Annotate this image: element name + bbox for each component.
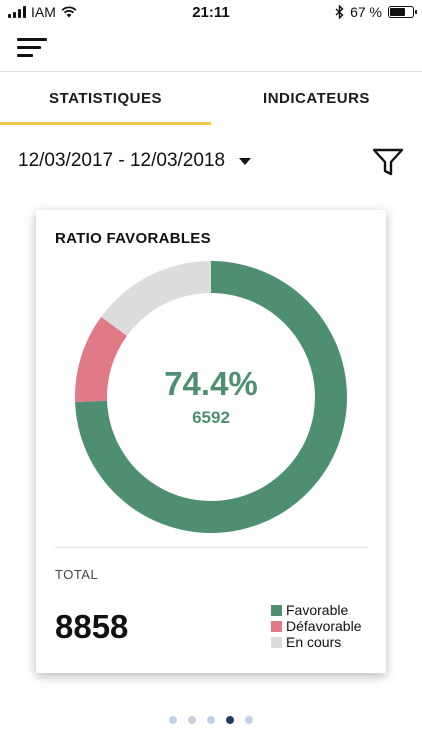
card-divider [55, 547, 368, 548]
date-filter-row: 12/03/2017 - 12/03/2018 [18, 147, 408, 177]
donut-chart [75, 261, 347, 533]
wifi-icon [61, 6, 77, 18]
tab-statistiques[interactable]: STATISTIQUES [0, 73, 211, 125]
status-bar: IAM 21:11 67 % [0, 0, 422, 24]
page-dot[interactable] [207, 716, 215, 724]
tab-indicateurs[interactable]: INDICATEURS [263, 90, 370, 107]
battery-level-fill [390, 8, 405, 16]
tab-bar: STATISTIQUES INDICATEURS [0, 73, 422, 125]
menu-icon[interactable] [17, 36, 49, 58]
legend-label: En cours [286, 634, 342, 650]
bluetooth-icon [335, 5, 344, 19]
signal-icon [8, 6, 26, 18]
clock: 21:11 [192, 4, 230, 21]
carrier-name: IAM [31, 4, 56, 20]
card-title: RATIO FAVORABLES [55, 230, 211, 247]
donut-segment-defavorable [75, 316, 127, 402]
app-bar [0, 24, 422, 72]
battery-icon [388, 6, 417, 18]
chart-legend: Favorable Défavorable En cours [271, 602, 362, 650]
ratio-card: RATIO FAVORABLES 74.4% 6592 TOTAL 8858 F… [36, 210, 386, 673]
legend-swatch-defavorable [271, 620, 282, 632]
total-label: TOTAL [55, 567, 99, 582]
page-indicator [0, 716, 422, 724]
battery-percent: 67 % [350, 4, 382, 20]
date-range-dropdown[interactable]: 12/03/2017 - 12/03/2018 [18, 150, 252, 172]
page-dot[interactable] [169, 716, 177, 724]
filter-icon[interactable] [372, 147, 404, 177]
page-dot[interactable] [188, 716, 196, 724]
legend-item-favorable: Favorable [271, 602, 362, 618]
page-dot[interactable] [226, 716, 234, 724]
legend-label: Favorable [286, 602, 349, 618]
legend-item-en-cours: En cours [271, 634, 362, 650]
donut-segment-en-cours [101, 261, 211, 336]
legend-swatch-favorable [271, 604, 282, 616]
legend-label: Défavorable [286, 618, 362, 634]
total-value: 8858 [55, 608, 129, 645]
caret-down-icon [239, 157, 252, 165]
donut-center-percent: 74.4% [164, 365, 258, 402]
date-range-text: 12/03/2017 - 12/03/2018 [18, 150, 226, 171]
legend-swatch-en-cours [271, 636, 282, 648]
status-bar-left: IAM [8, 4, 77, 20]
page-dot[interactable] [245, 716, 253, 724]
legend-item-defavorable: Défavorable [271, 618, 362, 634]
donut-center-value: 6592 [192, 408, 230, 427]
status-bar-right: 67 % [335, 4, 417, 20]
